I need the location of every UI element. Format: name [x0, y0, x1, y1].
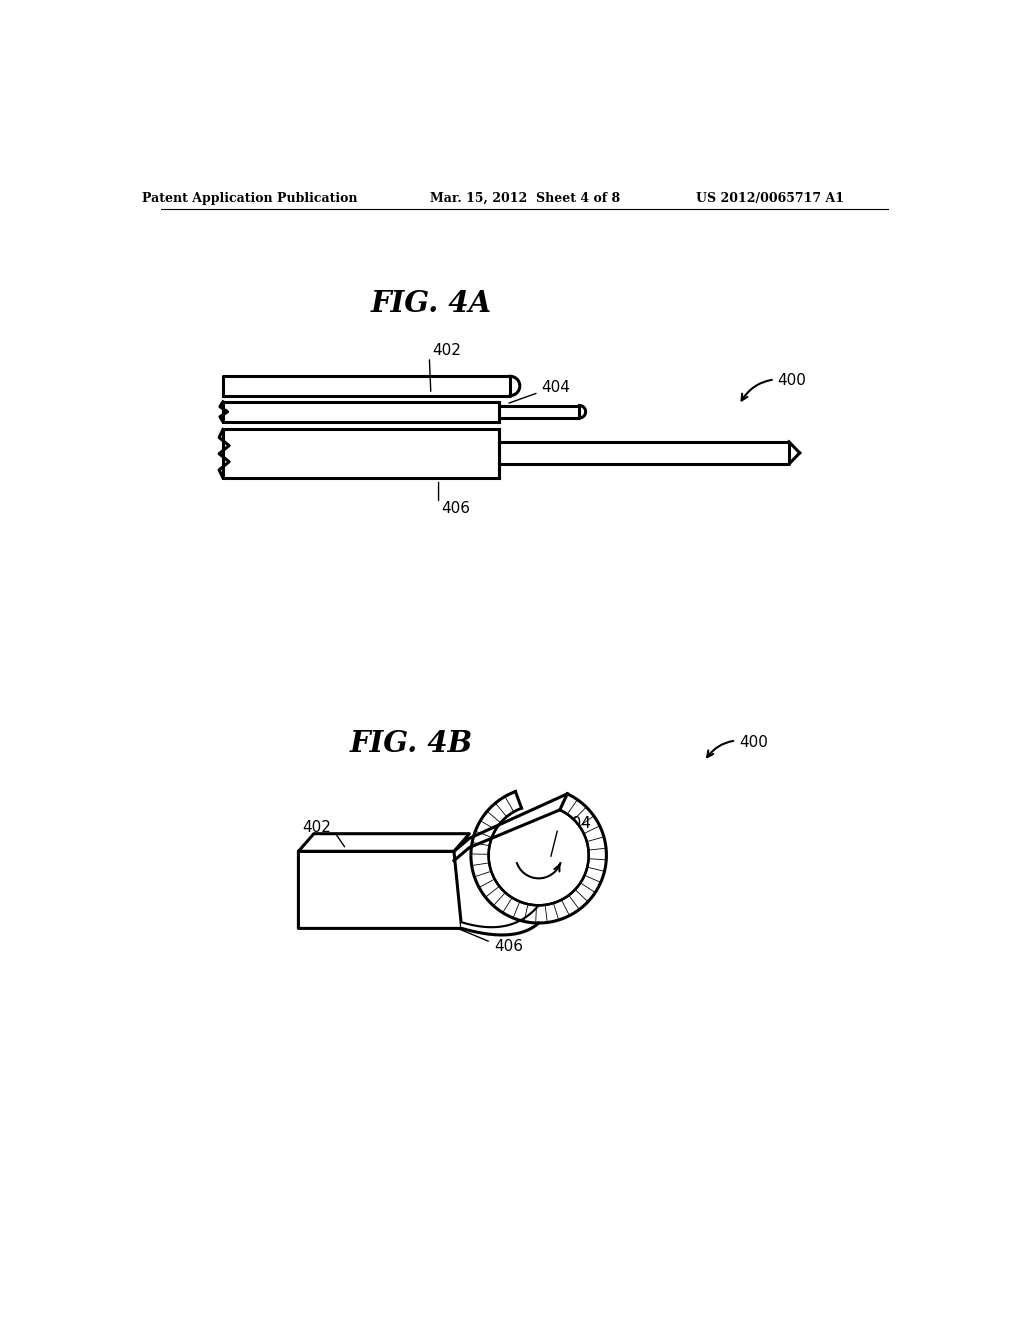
Text: 404: 404: [542, 380, 570, 395]
PathPatch shape: [298, 834, 469, 851]
Polygon shape: [462, 906, 539, 935]
Text: Mar. 15, 2012  Sheet 4 of 8: Mar. 15, 2012 Sheet 4 of 8: [430, 191, 620, 205]
Text: FIG. 4B: FIG. 4B: [350, 729, 473, 758]
Text: 406: 406: [494, 939, 523, 953]
Text: 402: 402: [432, 343, 461, 359]
Polygon shape: [223, 401, 499, 422]
PathPatch shape: [298, 851, 462, 928]
Text: Patent Application Publication: Patent Application Publication: [142, 191, 357, 205]
Text: FIG. 4A: FIG. 4A: [371, 289, 492, 318]
Polygon shape: [223, 376, 510, 396]
Text: 400: 400: [741, 372, 806, 400]
Polygon shape: [223, 429, 499, 478]
Text: 404: 404: [562, 816, 591, 832]
Text: 402: 402: [302, 820, 331, 836]
Text: US 2012/0065717 A1: US 2012/0065717 A1: [695, 191, 844, 205]
Text: 406: 406: [441, 502, 471, 516]
Polygon shape: [488, 805, 589, 906]
Polygon shape: [499, 442, 788, 465]
Text: 400: 400: [708, 734, 768, 758]
Polygon shape: [499, 405, 580, 418]
